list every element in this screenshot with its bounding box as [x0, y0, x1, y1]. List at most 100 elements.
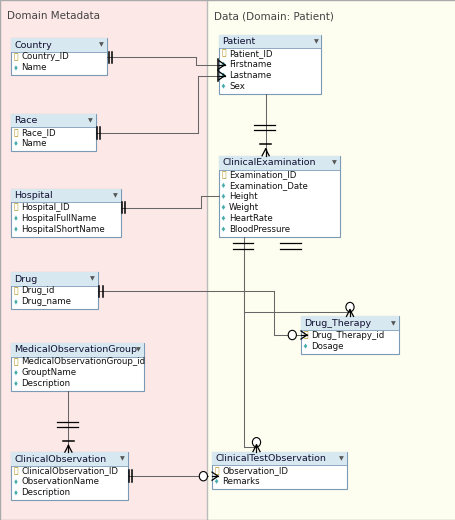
Text: ClinicalExamination: ClinicalExamination: [222, 158, 315, 167]
Text: HospitalFullName: HospitalFullName: [21, 214, 96, 223]
Polygon shape: [221, 183, 225, 188]
Text: Patient_ID: Patient_ID: [228, 49, 272, 58]
Bar: [218, 156, 339, 237]
Polygon shape: [221, 72, 225, 78]
Text: ⚿: ⚿: [14, 203, 18, 212]
Text: HospitalShortName: HospitalShortName: [21, 225, 105, 233]
Text: ▼: ▼: [99, 43, 104, 48]
Text: MedicalObservationGroup_id: MedicalObservationGroup_id: [21, 357, 145, 366]
Bar: [218, 35, 321, 48]
Polygon shape: [221, 193, 225, 199]
Bar: [218, 35, 321, 94]
Text: Sex: Sex: [228, 82, 244, 90]
Polygon shape: [14, 226, 18, 232]
Text: BloodPressure: BloodPressure: [228, 225, 289, 233]
Text: Weight: Weight: [228, 203, 258, 212]
Polygon shape: [221, 204, 225, 210]
Text: ▼: ▼: [90, 277, 95, 282]
Text: ▼: ▼: [313, 39, 318, 44]
Text: ⚿: ⚿: [14, 128, 18, 137]
Text: Name: Name: [21, 139, 47, 148]
Bar: [218, 156, 339, 170]
Bar: [11, 189, 121, 202]
Circle shape: [288, 330, 296, 340]
Polygon shape: [221, 61, 225, 67]
Text: Dosage: Dosage: [310, 342, 343, 350]
Text: ClinicalTestObservation: ClinicalTestObservation: [215, 454, 325, 463]
Text: ▼: ▼: [338, 456, 343, 461]
Text: ⚿: ⚿: [214, 466, 218, 475]
Bar: [11, 272, 98, 286]
Text: ⚿: ⚿: [14, 357, 18, 366]
Polygon shape: [214, 478, 218, 484]
Polygon shape: [14, 65, 18, 71]
Text: GrouptName: GrouptName: [21, 368, 76, 377]
Text: Patient: Patient: [222, 37, 255, 46]
Text: Drug_Therapy_id: Drug_Therapy_id: [310, 331, 384, 340]
Text: Hospital_ID: Hospital_ID: [21, 203, 70, 212]
Bar: [207, 0, 455, 520]
Text: ⚿: ⚿: [14, 287, 18, 295]
Text: ▼: ▼: [390, 321, 395, 326]
Text: ▼: ▼: [88, 118, 92, 123]
Bar: [11, 452, 127, 466]
Circle shape: [345, 303, 353, 312]
Text: Country_ID: Country_ID: [21, 53, 69, 61]
Text: Race_ID: Race_ID: [21, 128, 56, 137]
Text: Drug_name: Drug_name: [21, 297, 71, 306]
Text: Examination_ID: Examination_ID: [228, 170, 296, 179]
Text: ⚿: ⚿: [14, 466, 18, 475]
Text: Description: Description: [21, 488, 71, 497]
Text: Name: Name: [21, 63, 47, 72]
Text: ⚿: ⚿: [221, 49, 225, 58]
Text: ▼: ▼: [113, 193, 117, 198]
Polygon shape: [14, 479, 18, 485]
Text: Description: Description: [21, 379, 71, 388]
Text: Country: Country: [15, 41, 52, 49]
Text: Observation_ID: Observation_ID: [222, 466, 288, 475]
Text: Drug: Drug: [15, 275, 38, 283]
Circle shape: [199, 472, 207, 481]
Text: HeartRate: HeartRate: [228, 214, 272, 223]
Bar: [11, 343, 143, 357]
Bar: [300, 316, 398, 330]
Text: Firstname: Firstname: [228, 60, 271, 69]
Text: ObservationName: ObservationName: [21, 477, 99, 486]
Text: ⚿: ⚿: [221, 170, 225, 179]
Polygon shape: [14, 299, 18, 305]
Text: Examination_Date: Examination_Date: [228, 181, 307, 190]
Text: Drug_Therapy: Drug_Therapy: [303, 319, 370, 328]
Text: Remarks: Remarks: [222, 477, 259, 486]
Polygon shape: [14, 140, 18, 146]
Text: Race: Race: [15, 116, 38, 125]
Text: Lastname: Lastname: [228, 71, 271, 80]
Polygon shape: [221, 83, 225, 89]
Circle shape: [252, 438, 260, 447]
Bar: [0, 0, 207, 520]
Text: MedicalObservationGroup: MedicalObservationGroup: [15, 345, 137, 354]
Bar: [212, 451, 346, 489]
Polygon shape: [14, 370, 18, 375]
Polygon shape: [14, 381, 18, 386]
Polygon shape: [221, 215, 225, 221]
Polygon shape: [14, 490, 18, 496]
Text: Hospital: Hospital: [15, 191, 53, 200]
Text: Drug_id: Drug_id: [21, 287, 55, 295]
Text: ▼: ▼: [331, 160, 336, 165]
Bar: [11, 343, 143, 391]
Polygon shape: [303, 343, 307, 349]
Bar: [11, 452, 127, 500]
Bar: [11, 188, 121, 237]
Bar: [11, 114, 96, 151]
Text: ⚿: ⚿: [14, 53, 18, 61]
Polygon shape: [14, 215, 18, 221]
Bar: [11, 272, 98, 309]
Bar: [212, 451, 346, 465]
Text: ClinicalObservation: ClinicalObservation: [15, 454, 106, 463]
Text: Data (Domain: Patient): Data (Domain: Patient): [214, 11, 334, 21]
Bar: [11, 114, 96, 127]
Text: Height: Height: [228, 192, 257, 201]
Text: ▼: ▼: [120, 457, 124, 462]
Polygon shape: [221, 226, 225, 232]
Bar: [11, 38, 107, 75]
